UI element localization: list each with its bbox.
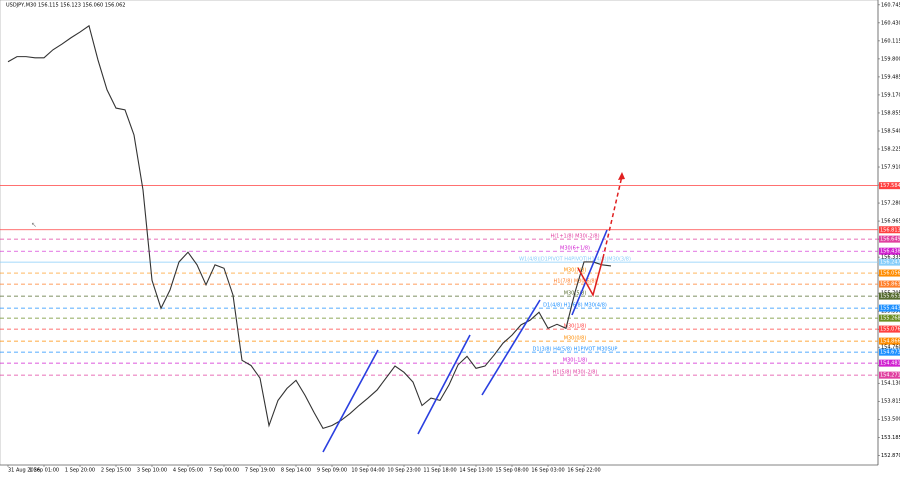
y-tick-label: 158.540 bbox=[881, 128, 900, 134]
forecast-arrow bbox=[602, 175, 623, 259]
price-tag-label: 155.443 bbox=[880, 306, 900, 312]
arrow-head bbox=[618, 172, 625, 180]
price-tag-label: 155.076 bbox=[880, 327, 900, 333]
x-tick-label: 4 Sep 05:00 bbox=[173, 468, 203, 474]
y-tick-label: 159.170 bbox=[881, 92, 900, 98]
y-tick-label: 159.485 bbox=[881, 74, 900, 80]
y-tick-label: 155.390 bbox=[881, 309, 900, 315]
y-tick-label: 154.130 bbox=[881, 381, 900, 387]
level-label: M30(1/8) bbox=[564, 324, 587, 330]
price-tag bbox=[879, 269, 900, 277]
price-tag-label: 155.268 bbox=[880, 316, 900, 322]
price-tag bbox=[879, 325, 900, 333]
cursor: ↖ bbox=[31, 221, 37, 229]
y-tick-label: 153.185 bbox=[881, 435, 900, 441]
y-tick-label: 156.335 bbox=[881, 255, 900, 261]
price-tag bbox=[879, 359, 900, 367]
y-tick-label: 158.225 bbox=[881, 146, 900, 152]
price-tag bbox=[879, 292, 900, 300]
y-tick-label: 157.910 bbox=[881, 165, 900, 171]
x-tick-label: 7 Sep 19:00 bbox=[245, 468, 275, 474]
y-tick-label: 153.500 bbox=[881, 417, 900, 423]
price-tag-label: 156.056 bbox=[880, 271, 900, 277]
price-tag bbox=[879, 304, 900, 312]
x-tick-label: 16 Sep 03:00 bbox=[531, 468, 564, 474]
price-tag-label: 154.673 bbox=[880, 350, 900, 356]
y-tick-label: 159.800 bbox=[881, 56, 900, 62]
x-tick-label: 10 Sep 23:00 bbox=[387, 468, 420, 474]
level-label: W1(4/8)|D1PIVOT H4PIVOT|H1(4/8)|M30(3/8) bbox=[519, 257, 631, 263]
chart-title: USDJPY,M30 156.115 156.123 156.060 156.0… bbox=[6, 3, 125, 9]
trend-line bbox=[322, 349, 379, 453]
y-tick-label: 152.870 bbox=[881, 453, 900, 459]
price-tag-label: 156.813 bbox=[880, 227, 900, 233]
trend-line bbox=[417, 334, 471, 435]
level-label: M30(0/8) bbox=[564, 336, 587, 342]
trend-lines: ↖ bbox=[31, 172, 625, 453]
x-tick-label: 16 Sep 22:00 bbox=[567, 468, 600, 474]
level-label: M30(6+1/8) bbox=[560, 246, 590, 252]
price-tag-label: 156.649 bbox=[880, 237, 900, 243]
x-tick-label: 2 Sep 15:00 bbox=[101, 468, 131, 474]
x-tick-label: 10 Sep 04:00 bbox=[351, 468, 384, 474]
price-tag bbox=[879, 280, 900, 288]
level-label: D1(3/8) H4(5/8) H1PIVOT M30SUP bbox=[533, 347, 618, 353]
price-tag bbox=[879, 314, 900, 322]
x-tick-label: 7 Sep 00:00 bbox=[209, 468, 239, 474]
price-tag bbox=[879, 247, 900, 255]
x-tick-label: 31 Aug 2026 bbox=[8, 468, 40, 474]
level-label: H1(7/8) M30(6/8) bbox=[553, 279, 596, 285]
trend-line bbox=[571, 229, 608, 316]
y-tick-label: 158.855 bbox=[881, 110, 900, 116]
forecast-arrow bbox=[577, 257, 604, 297]
plot-area bbox=[0, 0, 879, 466]
x-tick-label: 3 Sep 10:00 bbox=[137, 468, 167, 474]
price-tag-label: 155.653 bbox=[880, 294, 900, 300]
price-tag-label: 155.863 bbox=[880, 282, 900, 288]
trend-line bbox=[481, 299, 541, 396]
x-tick-label: 8 Sep 14:00 bbox=[281, 468, 311, 474]
price-tag-label: 154.481 bbox=[880, 361, 900, 367]
price-line bbox=[7, 24, 612, 430]
price-tag bbox=[879, 337, 900, 345]
price-tag-label: 154.271 bbox=[880, 373, 900, 379]
x-tick-label: 1 Sep 01:00 bbox=[29, 468, 59, 474]
price-tag bbox=[879, 226, 900, 234]
y-tick-label: 156.965 bbox=[881, 219, 900, 225]
level-label: H(1+1/8) M30(-2/8) bbox=[550, 234, 599, 240]
price-tag bbox=[879, 371, 900, 379]
price-tag-label: 157.584 bbox=[880, 183, 900, 189]
price-tag bbox=[879, 258, 900, 266]
price-tag bbox=[879, 235, 900, 243]
level-label: H1(5/8) M30(-2/8) bbox=[553, 370, 598, 376]
level-label: M30(7/8) bbox=[564, 268, 587, 274]
price-tag-label: 156.247 bbox=[880, 260, 900, 266]
y-tick-label: 154.760 bbox=[881, 345, 900, 351]
x-tick-label: 14 Sep 13:00 bbox=[459, 468, 492, 474]
y-tick-label: 153.815 bbox=[881, 399, 900, 405]
x-tick-label: 1 Sep 20:00 bbox=[65, 468, 95, 474]
price-tag-label: 154.866 bbox=[880, 339, 900, 345]
x-tick-label: 11 Sep 18:00 bbox=[423, 468, 456, 474]
x-tick-label: 15 Sep 08:00 bbox=[495, 468, 528, 474]
price-tag-label: 156.438 bbox=[880, 249, 900, 255]
x-tick-label: 9 Sep 09:00 bbox=[317, 468, 347, 474]
level-label: M30(-1/8) bbox=[563, 358, 587, 364]
price-tag bbox=[879, 182, 900, 190]
y-tick-label: 157.280 bbox=[881, 201, 900, 207]
y-tick-label: 160.745 bbox=[881, 2, 900, 8]
y-tick-label: 160.115 bbox=[881, 38, 900, 44]
y-tick-label: 160.430 bbox=[881, 20, 900, 26]
price-tag bbox=[879, 348, 900, 356]
